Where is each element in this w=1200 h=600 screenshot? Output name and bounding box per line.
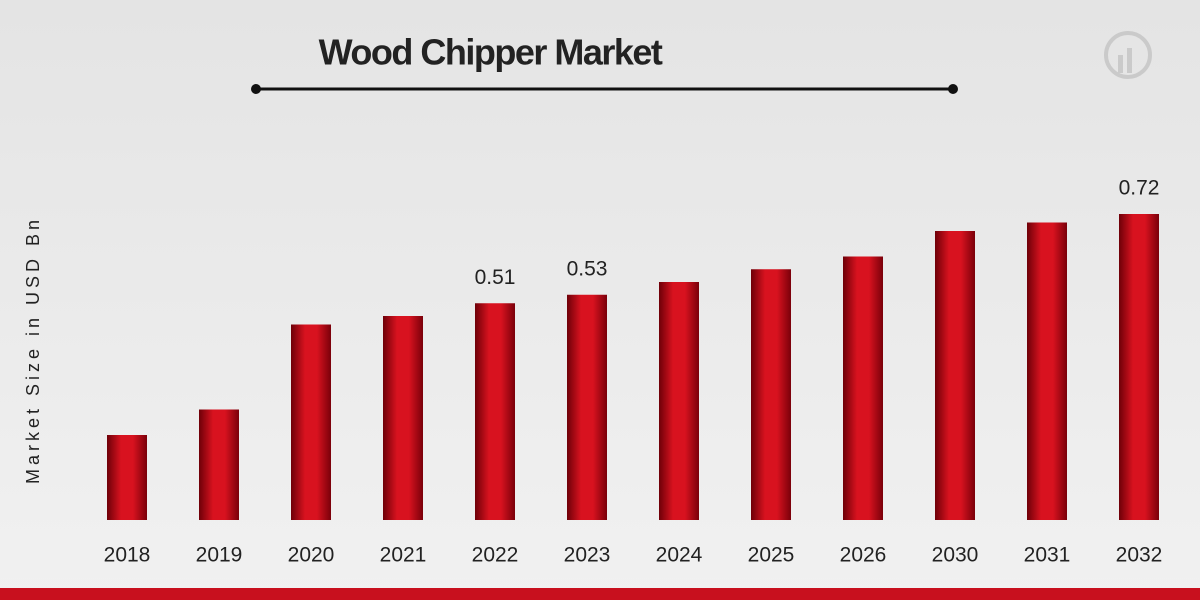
value-label: 0.51 bbox=[475, 266, 516, 289]
x-tick-label: 2032 bbox=[1116, 544, 1163, 567]
x-tick-label: 2020 bbox=[288, 544, 335, 567]
bar bbox=[1027, 222, 1067, 520]
value-label: 0.53 bbox=[567, 257, 608, 280]
bar bbox=[383, 316, 423, 520]
bar bbox=[843, 256, 883, 520]
x-tick-label: 2025 bbox=[748, 544, 795, 567]
x-tick-label: 2019 bbox=[196, 544, 243, 567]
footer-strip bbox=[0, 588, 1200, 600]
x-tick-label: 2023 bbox=[564, 544, 611, 567]
bar bbox=[751, 269, 791, 520]
bar bbox=[1119, 214, 1159, 520]
logo bbox=[1104, 31, 1152, 79]
x-tick-label: 2018 bbox=[104, 544, 151, 567]
bar bbox=[659, 282, 699, 520]
bar bbox=[935, 231, 975, 520]
bar bbox=[199, 409, 239, 520]
bar bbox=[107, 435, 147, 520]
bar bbox=[475, 303, 515, 520]
x-tick-label: 2022 bbox=[472, 544, 519, 567]
x-tick-label: 2031 bbox=[1024, 544, 1071, 567]
rule-dot bbox=[251, 84, 261, 94]
x-tick-label: 2024 bbox=[656, 544, 703, 567]
bar bbox=[291, 324, 331, 520]
x-tick-label: 2026 bbox=[840, 544, 887, 567]
chart-title: Wood Chipper Market bbox=[319, 32, 663, 73]
value-label: 0.72 bbox=[1119, 177, 1160, 200]
y-axis-label: Market Size in USD Bn bbox=[23, 216, 43, 484]
rule-dot bbox=[948, 84, 958, 94]
bar bbox=[567, 294, 607, 520]
x-tick-label: 2030 bbox=[932, 544, 979, 567]
x-tick-label: 2021 bbox=[380, 544, 427, 567]
